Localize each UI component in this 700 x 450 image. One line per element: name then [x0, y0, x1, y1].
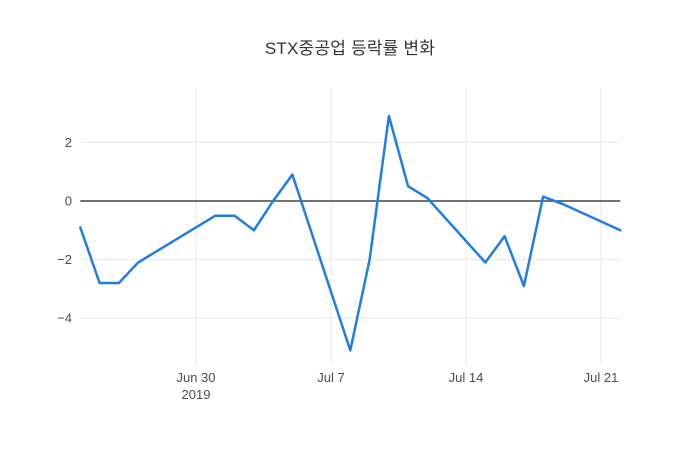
chart-title: STX중공업 등락률 변화 — [264, 39, 436, 58]
y-tick-label: −4 — [57, 311, 72, 326]
y-tick-label: −2 — [57, 252, 72, 267]
series-line[interactable] — [79, 114, 622, 352]
x-tick-label: Jul 14 — [449, 370, 484, 385]
x-tick-label: Jul 21 — [584, 370, 619, 385]
x-tick-label: Jun 30 — [176, 370, 215, 385]
x-tick-label: Jul 7 — [317, 370, 344, 385]
y-tick-label: 2 — [65, 135, 72, 150]
y-tick-label: 0 — [65, 194, 72, 209]
x-tick-sublabel: 2019 — [182, 387, 211, 402]
